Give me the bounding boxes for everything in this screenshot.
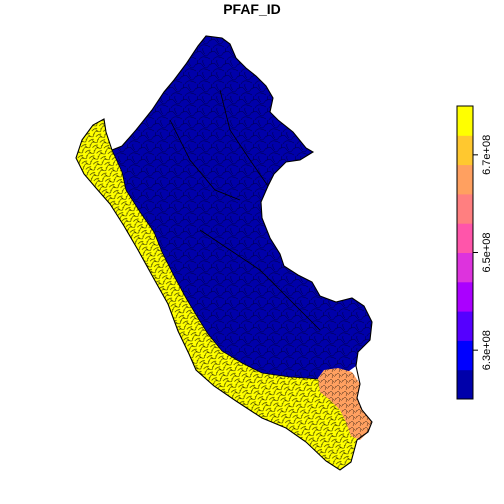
sub-basin-line — [219, 89, 269, 187]
pacific-coast-texture — [76, 119, 357, 470]
legend-color-swatch — [457, 252, 473, 283]
amazon-basin-texture — [112, 36, 372, 380]
legend-color-swatch — [457, 369, 473, 400]
map-title: PFAF_ID — [223, 1, 281, 17]
peru-border — [75, 35, 373, 471]
basin-divides — [111, 89, 321, 380]
legend-color-swatch — [457, 340, 473, 371]
pacific-coast-basins — [76, 119, 357, 470]
legend-tick-label: 6.3e+08 — [481, 330, 493, 370]
legend-color-swatch — [457, 135, 473, 166]
titicaca-basin-texture — [318, 368, 372, 440]
legend-tick-label: 6.5e+08 — [481, 232, 493, 272]
amazon-basins — [112, 36, 372, 380]
sub-basin-line — [199, 229, 321, 331]
color-legend: 6.3e+08 6.5e+08 6.7e+08 — [456, 105, 493, 400]
legend-tick-label: 6.7e+08 — [481, 135, 493, 175]
legend-color-swatch — [457, 223, 473, 253]
main-divide-line — [111, 149, 319, 380]
legend-color-swatch — [457, 311, 473, 341]
titicaca-basins — [318, 368, 372, 440]
legend-color-swatch — [457, 281, 473, 312]
legend-color-swatch — [457, 106, 473, 136]
legend-color-swatch — [457, 193, 473, 224]
sub-basin-line — [169, 119, 241, 201]
country-outline — [75, 35, 373, 471]
legend-color-swatch — [457, 164, 473, 195]
